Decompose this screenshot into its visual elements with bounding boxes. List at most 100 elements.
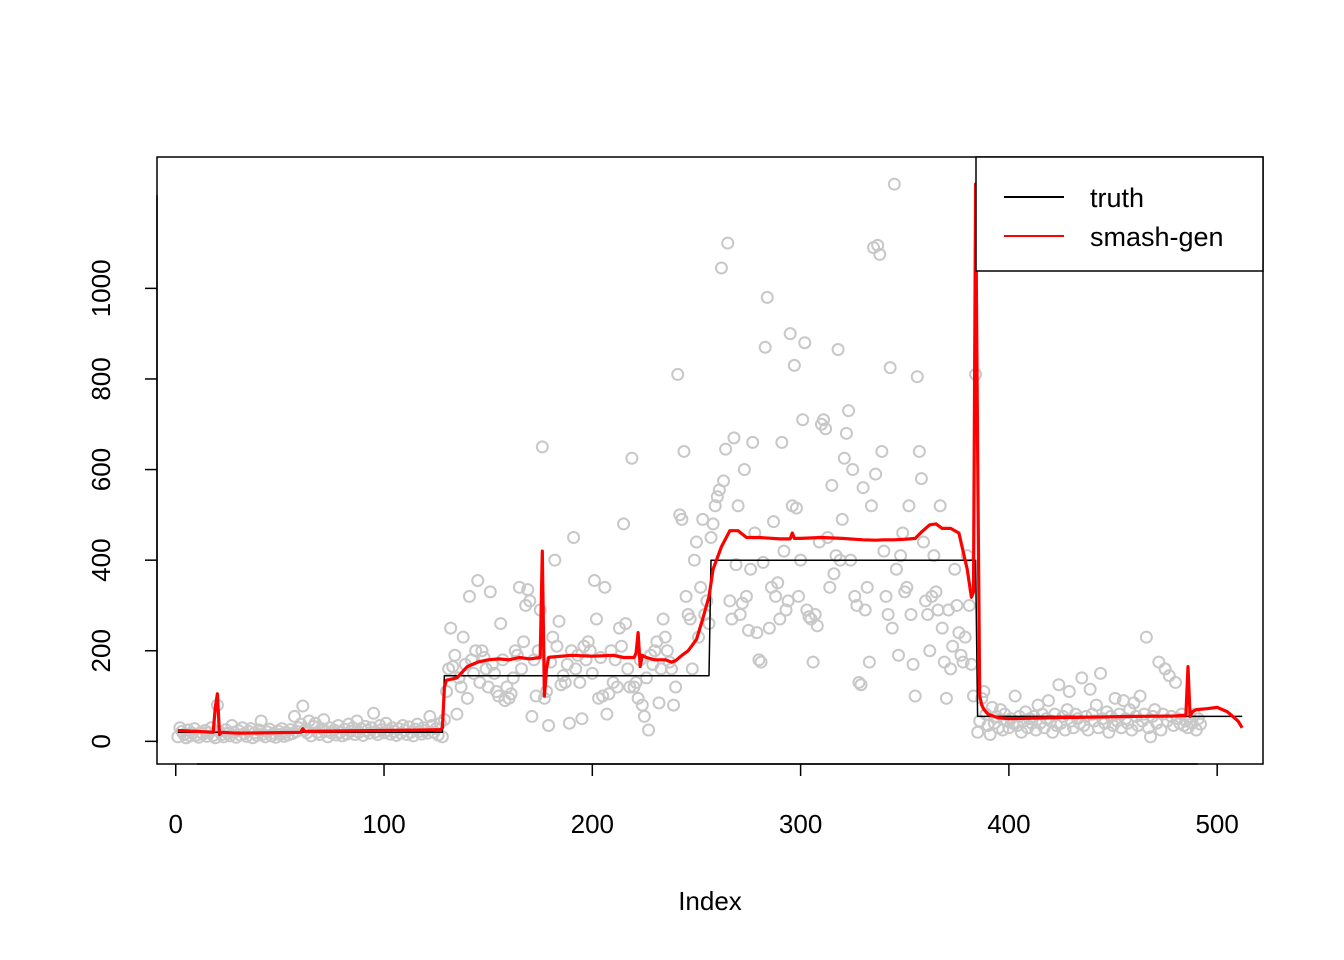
data-point [523, 594, 537, 608]
data-point [750, 626, 764, 640]
data-point [1158, 662, 1172, 676]
data-point [792, 589, 806, 603]
data-point [1139, 630, 1153, 644]
data-point [810, 619, 824, 633]
data-point [760, 290, 774, 304]
data-point [619, 617, 633, 631]
data-point [1083, 682, 1097, 696]
data-point [908, 689, 922, 703]
data-point [779, 603, 793, 617]
data-point [906, 657, 920, 671]
data-point [542, 718, 556, 732]
data-point [723, 594, 737, 608]
data-point [817, 413, 831, 427]
data-point [1094, 666, 1108, 680]
data-point [1075, 671, 1089, 685]
data-point [717, 474, 731, 488]
data-point [819, 422, 833, 436]
data-point [729, 558, 743, 572]
data-point [710, 490, 724, 504]
data-point [719, 442, 733, 456]
data-point [462, 589, 476, 603]
data-point [589, 612, 603, 626]
data-point [1058, 723, 1072, 737]
data-point [902, 499, 916, 513]
data-point [889, 562, 903, 576]
data-point [1194, 717, 1208, 731]
data-point [1046, 725, 1060, 739]
data-point [742, 623, 756, 637]
data-point [1016, 714, 1030, 728]
data-point [1154, 723, 1168, 737]
data-point [958, 630, 972, 644]
data-point [933, 499, 947, 513]
series-lines [177, 182, 1244, 737]
data-point [954, 648, 968, 662]
data-point [667, 698, 681, 712]
data-point [775, 435, 789, 449]
data-point [891, 648, 905, 662]
data-point [614, 639, 628, 653]
data-point [648, 644, 662, 658]
data-point [798, 336, 812, 350]
data-point [504, 687, 518, 701]
legend: truth smash-gen [975, 156, 1264, 272]
data-point [1169, 675, 1183, 689]
data-point [317, 713, 331, 727]
data-point [1137, 707, 1151, 721]
data-point [448, 648, 462, 662]
data-point [789, 501, 803, 515]
data-point [467, 666, 481, 680]
data-point [312, 728, 326, 742]
data-point [871, 238, 885, 252]
data-point [656, 612, 670, 626]
data-point [879, 589, 893, 603]
y-tick-label: 800 [86, 357, 116, 400]
data-point [567, 531, 581, 545]
data-point [569, 662, 583, 676]
data-point [721, 236, 735, 250]
data-point [658, 630, 672, 644]
data-point [587, 574, 601, 588]
legend-label-truth: truth [1090, 183, 1144, 213]
data-point [746, 435, 760, 449]
data-point [598, 580, 612, 594]
data-point [469, 644, 483, 658]
data-point [735, 596, 749, 610]
data-point [454, 680, 468, 694]
data-point [731, 499, 745, 513]
x-axis: 0 100 200 300 400 500 [169, 763, 1239, 839]
data-point [1062, 685, 1076, 699]
data-point [881, 608, 895, 622]
legend-box [975, 156, 1264, 272]
data-point [581, 635, 595, 649]
y-tick-label: 600 [86, 448, 116, 491]
data-point [831, 343, 845, 357]
data-point [854, 678, 868, 692]
data-point [637, 709, 651, 723]
data-point [773, 612, 787, 626]
data-point [535, 440, 549, 454]
data-point [450, 707, 464, 721]
data-point [552, 614, 566, 628]
data-point [948, 562, 962, 576]
data-point [471, 574, 485, 588]
data-point [631, 691, 645, 705]
data-point [677, 444, 691, 458]
x-tick-label: 200 [571, 809, 614, 839]
data-point [939, 691, 953, 705]
data-point [254, 714, 268, 728]
data-point [916, 535, 930, 549]
data-point [739, 589, 753, 603]
data-point [910, 370, 924, 384]
data-point [754, 655, 768, 669]
data-point [944, 662, 958, 676]
data-point [737, 463, 751, 477]
data-point [629, 675, 643, 689]
data-point [873, 247, 887, 261]
data-point [983, 728, 997, 742]
data-point [767, 515, 781, 529]
data-point [456, 630, 470, 644]
